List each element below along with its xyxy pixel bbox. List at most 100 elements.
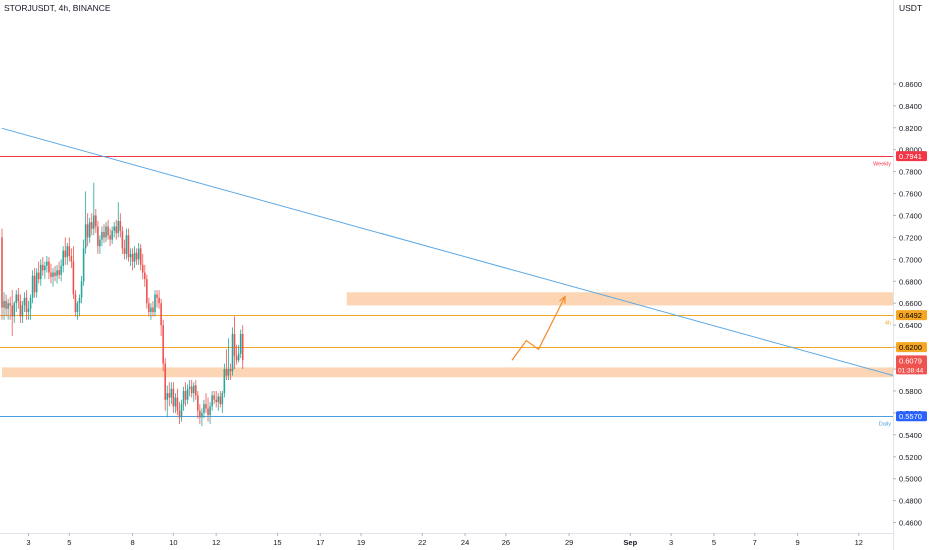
zones-layer [2, 292, 893, 378]
candle-4 [9, 296, 11, 320]
x-tick-label-13: 3 [669, 538, 673, 547]
candle-10 [21, 301, 24, 323]
x-tick-label-16: 9 [796, 538, 800, 547]
candle-92 [188, 380, 191, 397]
candle-3 [7, 298, 9, 320]
candle-15 [31, 270, 34, 304]
candle-48 [99, 235, 101, 254]
y-tick-label-13: 0.7200 [899, 233, 922, 242]
drawings-layer [1, 127, 893, 376]
candle-49 [101, 226, 103, 247]
candle-20 [42, 257, 44, 276]
candle-42 [86, 213, 89, 247]
candle-55 [113, 222, 115, 238]
candle-26 [54, 265, 56, 282]
x-tick-label-10: 26 [502, 538, 510, 547]
candle-96 [197, 390, 199, 419]
candle-75 [154, 290, 156, 317]
candle-113 [231, 327, 234, 376]
hline-label-0: Weekly [873, 162, 891, 168]
candle-103 [211, 390, 213, 411]
candle-73 [150, 303, 152, 320]
candle-76 [156, 290, 158, 308]
candle-54 [111, 226, 113, 245]
candle-32 [66, 242, 69, 265]
x-tick-label-8: 22 [418, 538, 426, 547]
candle-102 [209, 401, 211, 424]
time-axis[interactable]: 3 5 8 10 12 15 17 19 22 24 26 29 Sep 3 5 7 9 12 [26, 533, 863, 547]
y-tick-label-17: 0.8000 [899, 146, 922, 155]
candle-59 [121, 226, 124, 254]
candle-79 [162, 319, 164, 372]
candle-1 [3, 292, 5, 320]
candle-97 [199, 404, 201, 424]
y-tick-label-10: 0.6600 [899, 299, 922, 308]
candle-47 [97, 220, 99, 254]
svg-text:0.6079: 0.6079 [899, 356, 922, 365]
y-tick-label-11: 0.6800 [899, 277, 922, 286]
candle-16 [33, 268, 36, 298]
x-tick-label-6: 17 [316, 538, 324, 547]
x-tick-label-7: 19 [357, 538, 365, 547]
y-tick-label-18: 0.8200 [899, 124, 922, 133]
candle-52 [107, 219, 109, 240]
candle-53 [109, 228, 111, 247]
candle-6 [13, 301, 16, 323]
candle-46 [95, 208, 97, 234]
candle-100 [205, 393, 207, 413]
candle-13 [27, 301, 30, 320]
candle-51 [105, 222, 107, 242]
candle-21 [44, 261, 46, 280]
candle-99 [203, 399, 205, 419]
candle-112 [229, 363, 232, 381]
candle-5 [11, 290, 13, 337]
x-tick-label-17: 12 [855, 538, 863, 547]
candle-93 [190, 380, 193, 398]
candle-43 [88, 217, 91, 243]
y-tick-label-19: 0.8400 [899, 102, 922, 111]
candle-106 [217, 393, 220, 411]
candle-40 [82, 239, 85, 286]
candle-107 [219, 390, 222, 408]
candle-111 [227, 338, 230, 381]
candle-45 [93, 182, 95, 236]
candle-61 [125, 228, 128, 260]
candle-25 [52, 268, 54, 287]
price-tag-1: 0.6492 [896, 310, 927, 321]
svg-text:0.5570: 0.5570 [899, 412, 922, 421]
candle-29 [60, 259, 62, 282]
candle-60 [123, 239, 126, 260]
candle-18 [37, 261, 40, 284]
line-labels-layer: Weekly 4h Daily [873, 162, 891, 428]
candle-95 [195, 380, 197, 400]
candle-19 [39, 259, 42, 286]
candle-2 [5, 294, 7, 317]
chart-title: STORJUSDT, 4h, BINANCE [4, 3, 111, 13]
candle-86 [176, 388, 179, 416]
candle-69 [141, 253, 144, 280]
candle-89 [182, 386, 185, 411]
y-tick-label-9: 0.6400 [899, 321, 922, 330]
candle-12 [25, 290, 28, 320]
y-tick-label-1: 0.4800 [899, 497, 922, 506]
candle-114 [233, 316, 236, 370]
candle-33 [68, 237, 71, 262]
y-tick-label-14: 0.7400 [899, 212, 922, 221]
candle-94 [192, 382, 195, 402]
candle-11 [23, 292, 26, 313]
y-tick-label-20: 0.8600 [899, 80, 922, 89]
x-tick-label-3: 10 [169, 538, 177, 547]
svg-text:01:38:44: 01:38:44 [898, 367, 924, 374]
candle-115 [235, 344, 238, 365]
x-tick-label-1: 5 [67, 538, 71, 547]
candle-28 [58, 261, 60, 280]
x-tick-label-11: 29 [565, 538, 573, 547]
hline-label-1: 4h [885, 321, 891, 327]
y-tick-label-16: 0.7800 [899, 168, 922, 177]
candle-117 [239, 329, 242, 359]
candle-24 [50, 263, 52, 284]
candle-8 [17, 287, 20, 309]
candle-98 [201, 408, 203, 427]
candle-77 [158, 290, 160, 309]
